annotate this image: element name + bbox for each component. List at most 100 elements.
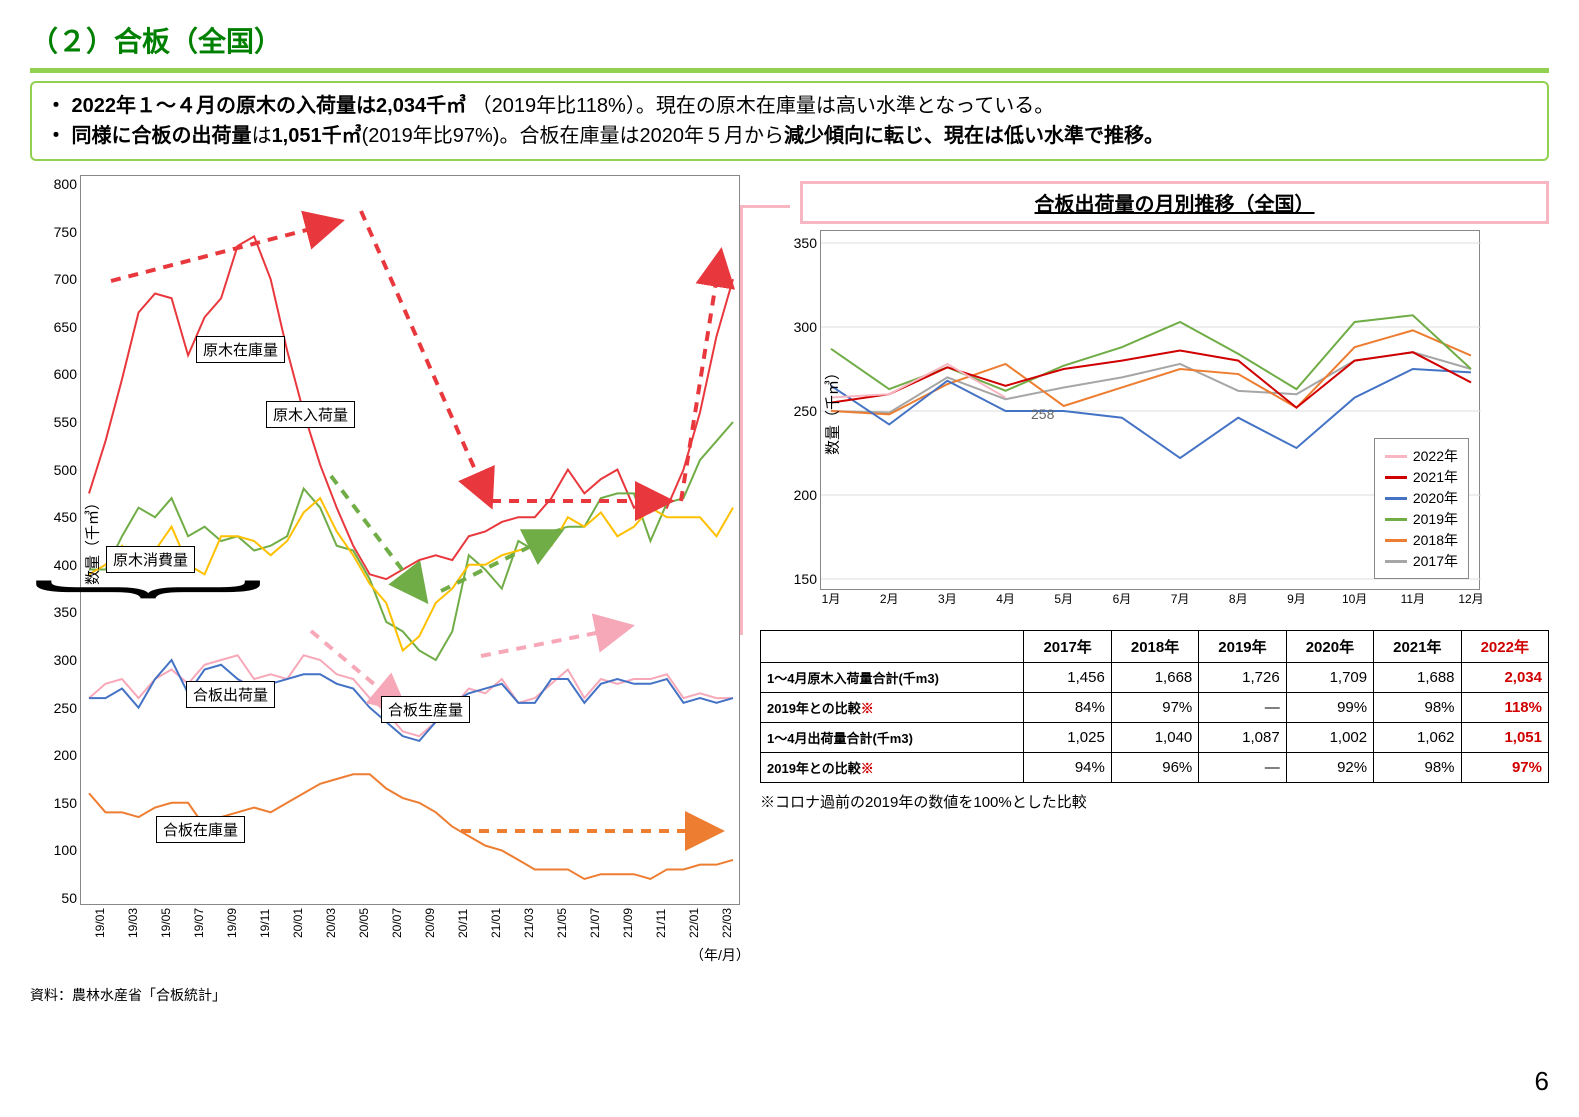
xtick: 21/05 [555,908,569,938]
ytick: 450 [37,509,77,525]
table-header: 2018年 [1111,631,1198,663]
xtick: 19/07 [192,908,206,938]
ytick: 400 [37,557,77,573]
summary-1-bold: ・ 2022年１～４月の原木の入荷量は2,034千㎥ [46,95,466,117]
legend-swatch [1385,455,1407,458]
table-cell: 1,456 [1024,663,1111,693]
legend-row: 2019年 [1385,509,1458,529]
summary-2-a: ・ 同様に合板の出荷量 [46,125,252,147]
ytick: 300 [37,652,77,668]
table-header [761,631,1024,663]
source-text: 資料：農林水産省「合板統計」 [30,985,740,1005]
ytick: 500 [37,462,77,478]
table-cell: — [1199,693,1286,723]
xtick: 5月 [1054,590,1073,607]
xtick: 1月 [822,590,841,607]
legend-label: 2020年 [1413,488,1458,508]
page-number: 6 [1535,1066,1549,1097]
ytick: 650 [37,319,77,335]
xtick: 22/03 [720,908,734,938]
series-label: 合板生産量 [381,696,470,723]
table-cell: 94% [1024,753,1111,783]
xtick: 19/09 [225,908,239,938]
legend-label: 2017年 [1413,551,1458,571]
sub-chart-title: 合板出荷量の月別推移（全国） [800,181,1549,224]
summary-box: ・ 2022年１～４月の原木の入荷量は2,034千㎥ （2019年比118%）。… [30,81,1549,161]
summary-2-d: (2019年比97%)。合板在庫量は2020年５月から [362,125,784,147]
ytick: 350 [777,235,817,251]
xtick: 20/05 [357,908,371,938]
ytick: 100 [37,842,77,858]
table-cell: 84% [1024,693,1111,723]
main-chart-svg [81,176,741,906]
sub-chart: 数量（千㎥） 2022年2021年2020年2019年2018年2017年 25… [820,230,1480,590]
xtick: 22/01 [687,908,701,938]
footnote: ※コロナ過前の2019年の数値を100%とした比較 [760,791,1549,812]
legend-label: 2018年 [1413,530,1458,550]
ytick: 350 [37,604,77,620]
table-cell: 1,051 [1461,723,1548,753]
xtick: 19/01 [93,908,107,938]
summary-2-c: 1,051千㎥ [272,125,362,147]
xtick: 20/01 [291,908,305,938]
table-cell: — [1199,753,1286,783]
ytick: 50 [37,890,77,906]
table-cell: 1,062 [1374,723,1461,753]
brace-icon: } [30,579,306,599]
legend-row: 2022年 [1385,446,1458,466]
summary-1-rest: （2019年比118%）。現在の原木在庫量は高い水準となっている。 [472,95,1055,117]
table-header: 2021年 [1374,631,1461,663]
legend-row: 2021年 [1385,467,1458,487]
table-header: 2022年 [1461,631,1548,663]
ytick: 300 [777,319,817,335]
table-rowhead: 1～4月出荷量合計(千m3) [761,723,1024,753]
ytick: 750 [37,224,77,240]
xtick: 10月 [1342,590,1367,607]
xtick: 21/07 [588,908,602,938]
section-title: （２）合板（全国） [30,20,1549,60]
legend-label: 2022年 [1413,446,1458,466]
xtick: 11月 [1401,590,1425,607]
xtick: 21/03 [522,908,536,938]
table-cell: 96% [1111,753,1198,783]
xtick: 3月 [938,590,957,607]
table-cell: 1,025 [1024,723,1111,753]
legend-swatch [1385,539,1407,542]
callout-258: 258 [1031,406,1054,422]
table-cell: 97% [1111,693,1198,723]
table-cell: 2,034 [1461,663,1548,693]
ytick: 800 [37,176,77,192]
xtick: 19/03 [126,908,140,938]
table-cell: 98% [1374,753,1461,783]
series-label: 合板出荷量 [186,681,275,708]
xtick: 12月 [1458,590,1483,607]
ytick: 550 [37,414,77,430]
data-table: 2017年2018年2019年2020年2021年2022年1～4月原木入荷量合… [760,630,1549,783]
series-label: 合板在庫量 [156,816,245,843]
legend-swatch [1385,497,1407,500]
sub-y-label: 数量（千㎥） [822,365,843,455]
legend-swatch [1385,476,1407,479]
table-cell: 97% [1461,753,1548,783]
legend-swatch [1385,560,1407,563]
main-chart: 数量（千㎥） 501001502002503003504004505005506… [80,175,740,905]
legend-row: 2017年 [1385,551,1458,571]
series-label: 原木入荷量 [266,401,355,428]
table-cell: 118% [1461,693,1548,723]
table-cell: 1,726 [1199,663,1286,693]
xtick: 20/03 [324,908,338,938]
ytick: 250 [37,700,77,716]
table-header: 2017年 [1024,631,1111,663]
summary-2-e: 減少傾向に転じ、現在は低い水準で推移。 [784,125,1164,147]
xtick: 6月 [1113,590,1132,607]
table-rowhead: 2019年との比較※ [761,753,1024,783]
xtick: 9月 [1287,590,1306,607]
summary-2-b: は [252,125,272,147]
xtick: 19/05 [159,908,173,938]
sub-chart-legend: 2022年2021年2020年2019年2018年2017年 [1374,438,1469,579]
legend-swatch [1385,518,1407,521]
table-cell: 99% [1286,693,1373,723]
xtick: 4月 [996,590,1015,607]
xtick: 21/09 [621,908,635,938]
ytick: 700 [37,271,77,287]
